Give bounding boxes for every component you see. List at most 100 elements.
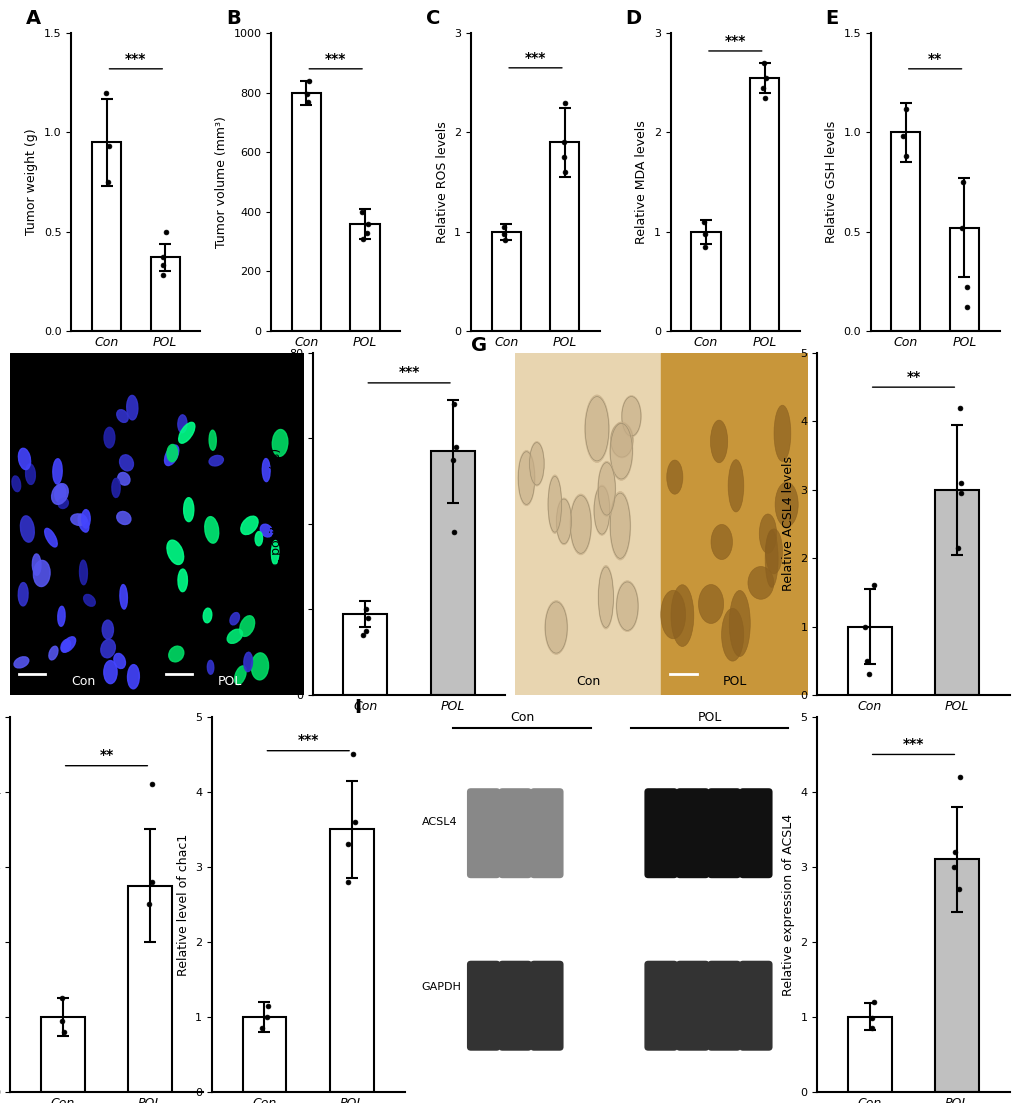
Point [951,399,967,417]
Point [696,238,712,256]
Point [254,1019,270,1037]
Text: C: C [426,9,440,29]
Point [556,163,573,181]
Point [495,218,512,236]
Point [958,278,974,296]
FancyBboxPatch shape [498,961,532,1051]
Point [865,993,881,1010]
Ellipse shape [58,607,65,627]
Ellipse shape [209,456,223,465]
Ellipse shape [84,595,95,607]
Ellipse shape [49,646,58,660]
Y-axis label: TUNEL positive cells (%): TUNEL positive cells (%) [270,448,283,600]
Ellipse shape [178,422,195,443]
Text: Con: Con [510,711,534,725]
Point [754,79,770,97]
Y-axis label: Tumor volume (mm³): Tumor volume (mm³) [215,116,227,248]
Ellipse shape [271,540,278,565]
Point [355,229,371,247]
Bar [749,78,779,331]
Ellipse shape [78,514,89,532]
Bar [847,1017,891,1092]
Text: A: A [26,9,42,29]
Text: GAPDH: GAPDH [421,982,461,992]
Text: Con: Con [71,675,96,688]
Ellipse shape [12,476,20,492]
Bar [10,353,157,695]
Point [898,148,914,165]
Ellipse shape [555,497,572,545]
Ellipse shape [168,646,183,662]
Ellipse shape [127,665,140,688]
Point [756,89,772,107]
Point [260,997,276,1015]
Ellipse shape [167,445,177,462]
Bar [431,451,474,695]
Text: **: ** [927,52,942,66]
FancyBboxPatch shape [467,789,500,878]
Point [360,215,376,233]
Bar [128,886,172,1092]
Bar [243,1017,286,1092]
Ellipse shape [58,499,68,508]
Ellipse shape [70,514,87,525]
Ellipse shape [272,429,287,457]
Ellipse shape [609,422,633,458]
Bar [151,257,179,331]
Ellipse shape [205,516,218,543]
FancyBboxPatch shape [498,789,532,878]
Ellipse shape [720,609,743,661]
Point [54,1011,70,1029]
Ellipse shape [61,636,75,652]
Ellipse shape [55,484,65,502]
Point [299,85,315,103]
Ellipse shape [183,497,194,522]
Ellipse shape [710,420,727,463]
Ellipse shape [710,524,732,559]
Ellipse shape [597,461,615,516]
Ellipse shape [61,640,70,652]
Bar [350,224,379,331]
Ellipse shape [593,485,609,535]
Text: POL: POL [697,711,720,725]
Bar [549,142,579,331]
Point [858,652,874,670]
Ellipse shape [116,409,128,422]
Bar [934,490,978,695]
Point [360,609,376,627]
Ellipse shape [164,446,178,465]
Point [444,451,461,469]
Point [954,173,970,191]
Point [144,775,160,793]
Ellipse shape [34,560,50,587]
Text: ***: *** [398,365,420,379]
Ellipse shape [518,450,535,506]
Point [141,896,157,913]
FancyBboxPatch shape [707,789,740,878]
Ellipse shape [615,580,638,632]
Ellipse shape [126,395,138,420]
Ellipse shape [229,612,239,625]
Point [300,93,316,110]
Ellipse shape [773,405,790,461]
Point [344,746,361,763]
FancyBboxPatch shape [707,961,740,1051]
Ellipse shape [104,427,115,448]
Text: ***: *** [723,34,745,47]
Ellipse shape [101,640,115,657]
Bar [291,93,321,331]
Point [496,231,513,248]
Ellipse shape [660,590,685,639]
Ellipse shape [570,494,591,555]
Point [339,874,356,891]
Ellipse shape [544,600,568,654]
Ellipse shape [260,524,272,537]
Point [898,99,914,117]
Point [98,84,114,101]
Point [155,248,171,266]
Y-axis label: Relative expression of ACSL4: Relative expression of ACSL4 [781,813,794,996]
Point [100,173,116,191]
Point [495,225,512,243]
Ellipse shape [104,661,117,684]
Ellipse shape [774,482,798,527]
